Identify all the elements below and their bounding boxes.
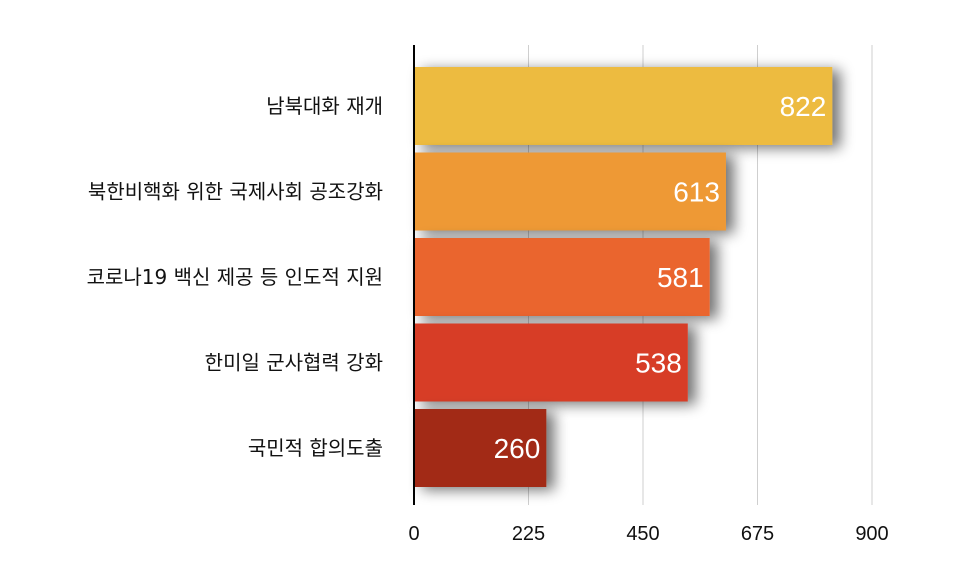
data-label: 260 [494,433,541,464]
data-label: 822 [780,91,827,122]
bar [414,323,688,402]
category-label: 남북대화 재개 [266,94,383,118]
category-label: 한미일 군사협력 강화 [205,351,383,375]
x-tick-label: 450 [626,523,659,545]
data-label: 613 [673,177,720,208]
x-tick-label: 900 [855,523,888,545]
data-label: 538 [635,348,682,379]
data-label: 581 [657,262,704,293]
bar [414,409,547,487]
value-labels: 822 613 581 538 260 [494,91,827,464]
bars [414,67,833,487]
bar [414,152,726,231]
x-tick-label: 675 [741,523,774,545]
x-tick-label: 0 [408,523,419,545]
category-label: 코로나19 백신 제공 등 인도적 지원 [87,265,383,289]
bar [414,67,833,145]
x-tick-label: 225 [512,523,545,545]
category-label: 북한비핵화 위한 국제사회 공조강화 [88,180,383,204]
x-tick-labels: 0 225 450 675 900 [408,523,888,545]
category-label: 국민적 합의도출 [248,436,383,460]
bar [414,238,710,316]
